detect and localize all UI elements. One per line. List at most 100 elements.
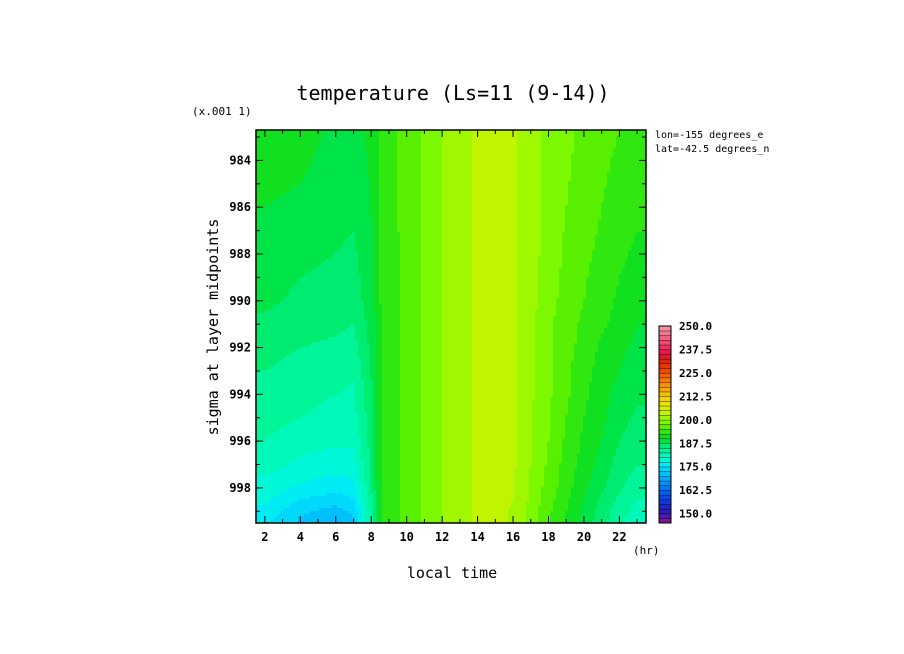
contour-cell xyxy=(259,175,263,179)
contour-cell xyxy=(313,175,317,179)
contour-cell xyxy=(520,145,524,149)
contour-cell xyxy=(553,175,557,179)
contour-cell xyxy=(595,178,599,182)
contour-cell xyxy=(619,235,623,239)
contour-cell xyxy=(601,211,605,215)
contour-cell xyxy=(637,139,641,143)
contour-cell xyxy=(550,208,554,212)
contour-cell xyxy=(370,205,374,209)
contour-cell xyxy=(604,223,608,227)
contour-cell xyxy=(475,145,479,149)
contour-cell xyxy=(469,199,473,203)
contour-cell xyxy=(364,166,368,170)
contour-cell xyxy=(367,184,371,188)
contour-cell xyxy=(319,136,323,140)
contour-cell xyxy=(574,208,578,212)
contour-cell xyxy=(430,130,434,134)
contour-cell xyxy=(415,148,419,152)
contour-cell xyxy=(256,151,260,155)
contour-cell xyxy=(394,211,398,215)
contour-cell xyxy=(409,199,413,203)
contour-cell xyxy=(427,211,431,215)
contour-cell xyxy=(301,211,305,215)
contour-cell xyxy=(460,175,464,179)
contour-cell xyxy=(517,214,521,218)
contour-cell xyxy=(295,139,299,143)
contour-cell xyxy=(427,193,431,197)
contour-cell xyxy=(574,199,578,203)
contour-cell xyxy=(334,232,338,236)
contour-cell xyxy=(547,232,551,236)
contour-cell xyxy=(412,235,416,239)
contour-cell xyxy=(475,148,479,152)
contour-cell xyxy=(322,151,326,155)
contour-cell xyxy=(496,142,500,146)
contour-cell xyxy=(364,226,368,230)
contour-cell xyxy=(424,169,428,173)
contour-cell xyxy=(451,187,455,191)
contour-cell xyxy=(448,217,452,221)
contour-cell xyxy=(313,172,317,176)
contour-cell xyxy=(409,205,413,209)
contour-cell xyxy=(349,220,353,224)
contour-cell xyxy=(589,199,593,203)
contour-cell xyxy=(589,187,593,191)
contour-cell xyxy=(463,172,467,176)
contour-cell xyxy=(601,226,605,230)
contour-cell xyxy=(292,244,296,248)
contour-cell xyxy=(613,220,617,224)
contour-cell xyxy=(556,172,560,176)
contour-cell xyxy=(286,136,290,140)
contour-cell xyxy=(403,217,407,221)
contour-cell xyxy=(385,133,389,137)
contour-cell xyxy=(403,241,407,245)
contour-cell xyxy=(385,178,389,182)
contour-cell xyxy=(283,151,287,155)
contour-cell xyxy=(394,226,398,230)
contour-cell xyxy=(331,139,335,143)
contour-cell xyxy=(430,199,434,203)
contour-cell xyxy=(514,157,518,161)
contour-cell xyxy=(613,178,617,182)
contour-cell xyxy=(376,154,380,158)
contour-cell xyxy=(439,166,443,170)
contour-cell xyxy=(544,214,548,218)
contour-cell xyxy=(445,226,449,230)
contour-cell xyxy=(283,217,287,221)
contour-cell xyxy=(262,187,266,191)
contour-cell xyxy=(283,136,287,140)
contour-cell xyxy=(343,226,347,230)
contour-cell xyxy=(280,217,284,221)
contour-cell xyxy=(328,190,332,194)
contour-cell xyxy=(415,238,419,242)
contour-cell xyxy=(322,136,326,140)
contour-cell xyxy=(616,205,620,209)
contour-cell xyxy=(481,169,485,173)
contour-cell xyxy=(490,145,494,149)
contour-cell xyxy=(538,199,542,203)
contour-cell xyxy=(256,196,260,200)
contour-cell xyxy=(313,139,317,143)
contour-cell xyxy=(388,157,392,161)
contour-cell xyxy=(556,139,560,143)
contour-cell xyxy=(592,130,596,134)
contour-cell xyxy=(514,214,518,218)
contour-cell xyxy=(466,241,470,245)
contour-cell xyxy=(472,202,476,206)
contour-cell xyxy=(412,178,416,182)
contour-cell xyxy=(613,181,617,185)
contour-cell xyxy=(589,226,593,230)
contour-cell xyxy=(610,133,614,137)
contour-cell xyxy=(328,181,332,185)
contour-cell xyxy=(541,139,545,143)
contour-cell xyxy=(604,172,608,176)
contour-cell xyxy=(463,157,467,161)
contour-cell xyxy=(358,241,362,245)
contour-cell xyxy=(259,238,263,242)
contour-cell xyxy=(298,241,302,245)
contour-cell xyxy=(604,202,608,206)
contour-cell xyxy=(607,217,611,221)
contour-cell xyxy=(589,190,593,194)
contour-cell xyxy=(469,172,473,176)
contour-cell xyxy=(541,214,545,218)
